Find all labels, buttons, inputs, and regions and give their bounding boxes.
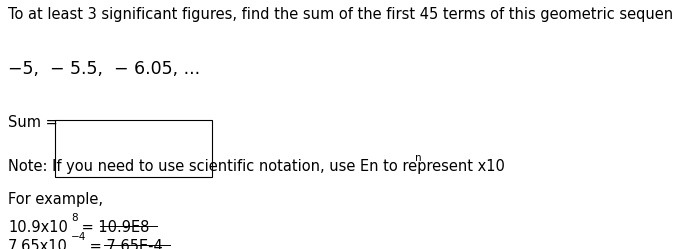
Text: Note: If you need to use scientific notation, use En to represent x10: Note: If you need to use scientific nota… <box>8 159 505 174</box>
Text: = 10.9E8: = 10.9E8 <box>77 220 149 235</box>
Text: 7.65x10: 7.65x10 <box>8 239 68 249</box>
Text: 8: 8 <box>71 213 78 223</box>
Text: 10.9x10: 10.9x10 <box>8 220 68 235</box>
Text: For example,: For example, <box>8 192 103 207</box>
Text: To at least 3 significant figures, find the sum of the first 45 terms of this ge: To at least 3 significant figures, find … <box>8 7 673 22</box>
Text: −4: −4 <box>71 232 87 242</box>
Text: n: n <box>415 153 421 163</box>
Text: = 7.65E-4: = 7.65E-4 <box>85 239 163 249</box>
Text: −5,  − 5.5,  − 6.05, ...: −5, − 5.5, − 6.05, ... <box>8 60 200 78</box>
Text: Sum =: Sum = <box>8 115 58 129</box>
